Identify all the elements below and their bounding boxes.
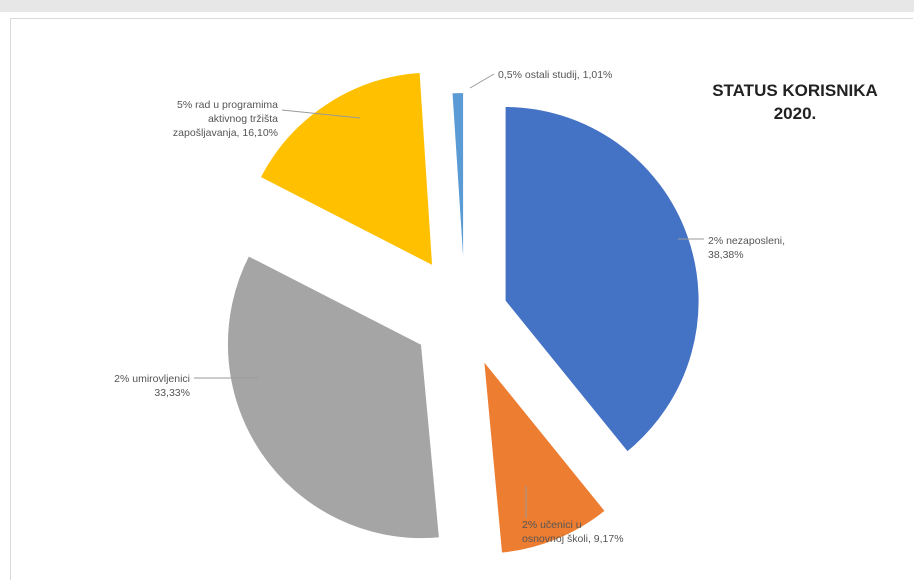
pie-slice-3 <box>225 253 442 541</box>
chart-title: STATUS KORISNIKA 2020. <box>680 80 910 126</box>
leader-line-4 <box>281 109 361 119</box>
data-label-4: 5% rad u programima aktivnog tržišta zapoš… <box>173 99 278 139</box>
chart-title-line-1: STATUS KORISNIKA <box>712 81 878 100</box>
chart-title-line-2: 2020. <box>773 103 817 123</box>
data-label-5: 0,5% ostali studij, 1,01% <box>498 69 612 81</box>
pie-slice-2 <box>481 356 608 555</box>
pie-slice-1 <box>503 104 701 454</box>
pie-slice-4 <box>258 70 435 269</box>
top-band <box>0 0 914 12</box>
data-label-2: 2% učenici u osnovnoj školi, 9,17% <box>522 519 624 545</box>
chart-area <box>10 18 913 580</box>
data-label-3: 2% umirovljenici 33,33% <box>114 373 190 399</box>
pie-slice-5 <box>450 91 466 288</box>
leader-line-5 <box>469 73 495 89</box>
data-label-1: 2% nezaposleni, 38,38% <box>708 235 785 261</box>
